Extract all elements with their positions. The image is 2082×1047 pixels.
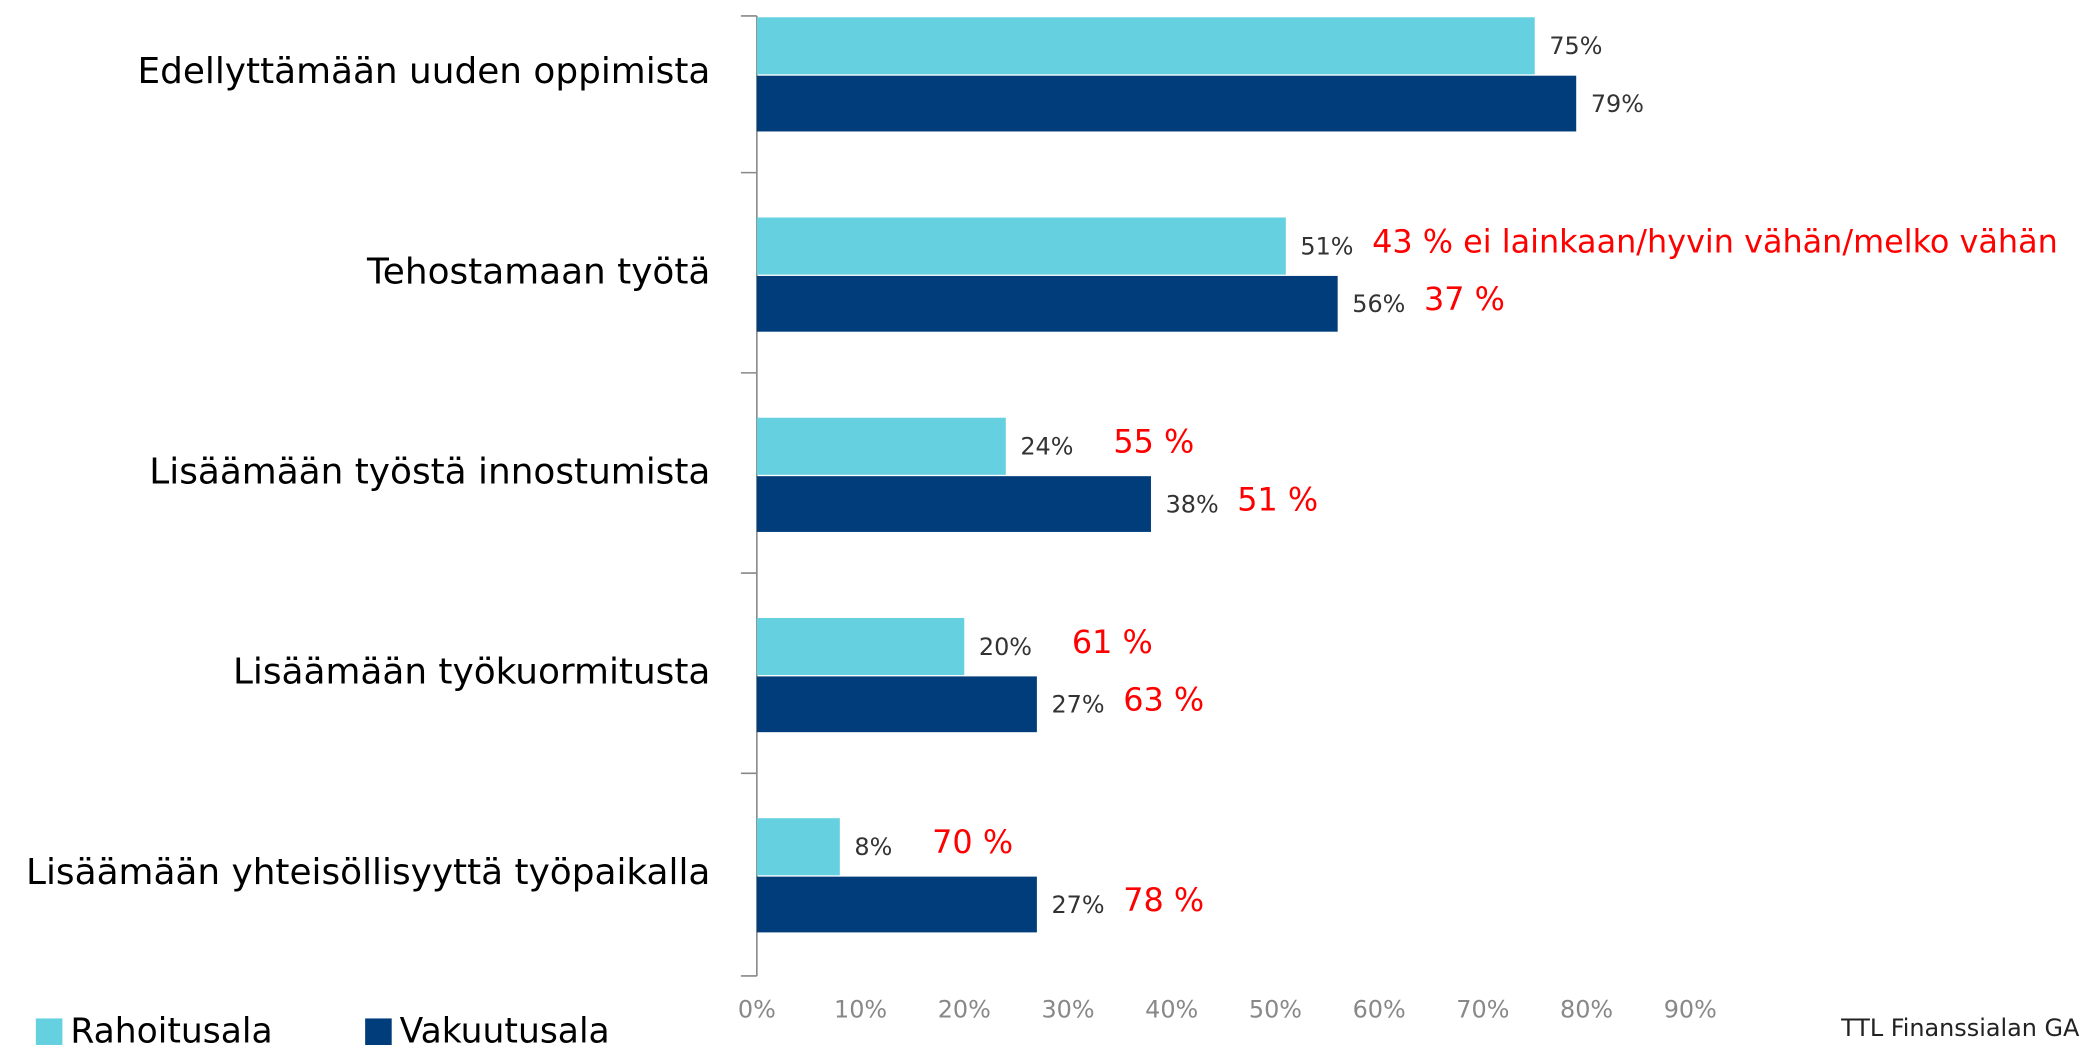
value-label: 38% <box>1166 490 1219 518</box>
bar <box>756 617 965 676</box>
value-label: 75% <box>1549 32 1602 60</box>
bar <box>756 75 1577 132</box>
category-label: Lisäämään työkuormitusta <box>233 652 710 693</box>
value-label: 27% <box>1051 891 1104 919</box>
bar <box>756 818 840 876</box>
annotation: 55 % <box>1113 423 1194 461</box>
bar <box>756 476 1151 532</box>
annotation: 43 % ei lainkaan/hyvin vähän/melko vähän <box>1372 222 2058 260</box>
bar <box>756 17 1535 75</box>
x-tick-label: 30% <box>1041 995 1094 1023</box>
bar <box>756 217 1286 275</box>
x-tick-label: 0% <box>738 995 776 1023</box>
x-tick-label: 80% <box>1560 995 1613 1023</box>
legend-label: Vakuutusala <box>400 1012 610 1047</box>
category-label: Lisäämään yhteisöllisyyttä työpaikalla <box>26 852 710 893</box>
bar <box>756 676 1037 733</box>
value-label: 8% <box>854 833 892 861</box>
category-label: Lisäämään työstä innostumista <box>149 452 710 493</box>
x-tick-label: 20% <box>938 995 991 1023</box>
category-label: Edellyttämään uuden oppimista <box>137 51 710 92</box>
value-label: 51% <box>1300 232 1353 260</box>
bar <box>756 417 1006 475</box>
annotation: 51 % <box>1237 480 1318 518</box>
value-label: 27% <box>1051 691 1104 719</box>
x-tick-label: 90% <box>1664 995 1717 1023</box>
bar <box>756 275 1338 332</box>
bar <box>756 876 1037 933</box>
x-tick-label: 50% <box>1249 995 1302 1023</box>
annotation: 78 % <box>1123 881 1204 919</box>
legend-swatch <box>35 1018 63 1045</box>
value-label: 56% <box>1352 290 1405 318</box>
legend-label: Rahoitusala <box>70 1012 272 1047</box>
x-tick-label: 60% <box>1353 995 1406 1023</box>
annotation: 70 % <box>932 823 1013 861</box>
x-tick-label: 40% <box>1145 995 1198 1023</box>
value-label: 24% <box>1020 433 1073 461</box>
value-label: 79% <box>1591 90 1644 118</box>
annotation: 37 % <box>1424 280 1505 318</box>
source: TTL Finanssialan GA <box>1840 1014 2080 1042</box>
legend-swatch <box>365 1018 392 1045</box>
value-label: 20% <box>979 633 1032 661</box>
annotation: 61 % <box>1072 623 1153 661</box>
annotation: 63 % <box>1123 681 1204 719</box>
x-tick-label: 70% <box>1456 995 1509 1023</box>
x-tick-label: 10% <box>834 995 887 1023</box>
category-label: Tehostamaan työtä <box>366 251 710 292</box>
